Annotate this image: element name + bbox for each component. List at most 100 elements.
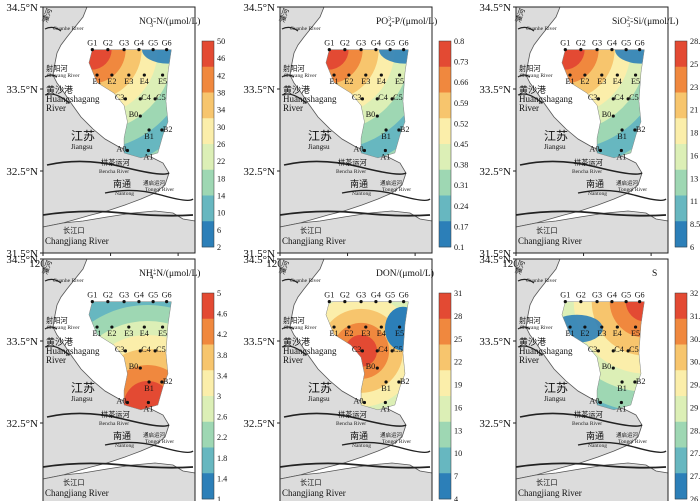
colorbar-band <box>202 344 214 371</box>
station-G1 <box>563 300 567 304</box>
colorbar-tick-label: 26.6 <box>690 495 700 501</box>
station-B1 <box>384 380 388 384</box>
station-B0 <box>611 366 615 370</box>
station-A0 <box>362 148 367 153</box>
colorbar-tick-label: 0.17 <box>454 222 468 231</box>
colorbar-tick-label: 7 <box>454 472 458 481</box>
label-bencha-en: Bencha River <box>336 421 366 427</box>
station-B1 <box>384 128 388 132</box>
station-E2 <box>583 325 587 329</box>
station-label-E3: E3 <box>597 329 606 338</box>
colorbar-band <box>675 92 687 119</box>
station-C5 <box>390 97 394 101</box>
colorbar-tick-label: 31 <box>454 289 462 298</box>
colorbar-band <box>202 144 214 171</box>
label-changjiang-en: Changjiang River <box>518 236 582 246</box>
label-jiangsu-cn: 江苏 <box>544 381 568 395</box>
colorbar-tick-label: 31.4 <box>690 312 700 321</box>
station-label-C3: C3 <box>588 93 598 102</box>
station-E4 <box>615 325 619 329</box>
colorbar-frame <box>674 40 688 248</box>
colorbar-band <box>439 118 451 145</box>
colorbar-tick-label: 5 <box>217 289 221 298</box>
station-label-C4: C4 <box>378 345 388 354</box>
colorbar-tick-label: 3.4 <box>217 371 227 380</box>
station-E1 <box>568 73 572 77</box>
river-tongqi <box>341 189 431 202</box>
label-huangshagang-cn: 黄沙港 <box>519 336 546 347</box>
river-sheyang <box>517 326 531 330</box>
station-label-B2: B2 <box>163 377 173 386</box>
lat-tick-label: 33.5°N <box>243 336 275 348</box>
station-label-A1: A1 <box>143 153 153 162</box>
plot-frame <box>279 6 433 254</box>
station-G5 <box>624 300 628 304</box>
label-changjiang-en: Changjiang River <box>282 488 346 498</box>
station-E4 <box>615 73 619 77</box>
lat-tick-label: 33.5°N <box>479 84 511 96</box>
survey-outline <box>88 49 172 159</box>
colorbar-band <box>675 318 687 345</box>
label-tongqi-en: Tongqi River <box>145 439 174 445</box>
station-label-G5: G5 <box>621 39 631 48</box>
river-huangshagang <box>44 93 70 104</box>
colorbar-band <box>675 41 687 68</box>
station-A1 <box>146 148 150 153</box>
river-tongqi <box>341 441 431 454</box>
colorbar-tick-label: 46 <box>217 54 225 63</box>
colorbar-tick-label: 4 <box>454 495 458 501</box>
river-huangshagang <box>281 93 307 104</box>
panel-title: SiO2− 3-Si/(μmol/L) <box>612 16 679 29</box>
station-A0 <box>362 400 367 405</box>
label-jiangsu-cn: 江苏 <box>308 129 332 143</box>
station-label-C3: C3 <box>588 345 598 354</box>
colorbar-band <box>439 66 451 93</box>
survey-outline <box>325 49 409 159</box>
colorbar-band <box>202 118 214 145</box>
station-label-G4: G4 <box>371 39 381 48</box>
colorbar-band <box>675 221 687 248</box>
colorbar-tick-label: 21 <box>690 106 698 115</box>
station-E3 <box>600 325 604 329</box>
station-C3 <box>123 349 128 353</box>
station-G2 <box>106 48 110 52</box>
station-label-G3: G3 <box>356 39 366 48</box>
station-A1 <box>619 400 623 405</box>
contour-band <box>325 49 349 70</box>
colorbar-tick-label: 30.8 <box>690 335 700 344</box>
station-label-E3: E3 <box>124 329 133 338</box>
colorbar-tick-label: 29 <box>690 403 698 412</box>
title-main: SiO <box>612 17 627 27</box>
station-C4 <box>611 97 615 101</box>
plot-frame <box>42 258 196 501</box>
lat-tick-label: 34.5°N <box>479 2 511 14</box>
colorbar-band <box>675 447 687 474</box>
station-E3 <box>600 73 604 77</box>
station-label-G4: G4 <box>371 291 381 300</box>
colorbar-tick-label: 1.8 <box>217 454 227 463</box>
station-label-B0: B0 <box>366 362 376 371</box>
station-label-C4: C4 <box>141 345 151 354</box>
lat-tick-label: 33.5°N <box>6 84 38 96</box>
label-nantong-en: Nantong <box>115 443 134 449</box>
station-label-G2: G2 <box>340 39 350 48</box>
station-label-E2: E2 <box>107 77 116 86</box>
contour-band <box>561 49 615 100</box>
station-G6 <box>402 300 406 304</box>
colorbar-tick-label: 6 <box>217 226 221 235</box>
label-huangshagang-en1: Huangshagang <box>519 346 573 356</box>
label-nantong-en: Nantong <box>115 191 134 197</box>
lat-tick-label: 32.5°N <box>479 418 511 430</box>
station-label-A1: A1 <box>616 405 626 414</box>
label-jiangsu-en: Jiangsu <box>308 395 330 403</box>
river-changjiang <box>515 210 667 217</box>
label-changjiang-cn: 长江口 <box>300 478 322 487</box>
title-sub: 3 <box>627 23 630 29</box>
colorbar-band <box>675 66 687 93</box>
station-G6 <box>402 48 406 52</box>
station-E4 <box>142 73 146 77</box>
station-E3 <box>127 325 131 329</box>
